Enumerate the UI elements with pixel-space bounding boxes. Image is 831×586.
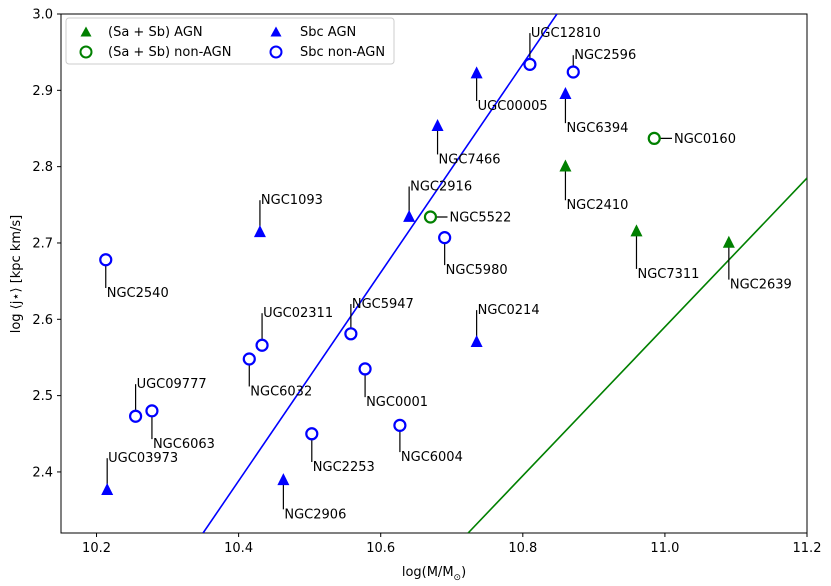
ngc0001-label: NGC0001 xyxy=(366,395,428,410)
ngc5980-label: NGC5980 xyxy=(446,263,508,278)
ngc7466-label: NGC7466 xyxy=(439,152,501,167)
ngc0160-label: NGC0160 xyxy=(674,132,736,147)
ngc2253-label: NGC2253 xyxy=(313,460,375,475)
y-tick-label: 2.8 xyxy=(32,160,53,175)
x-tick-label: 10.6 xyxy=(366,541,395,556)
ngc2906-marker xyxy=(277,473,290,486)
ngc5522-marker xyxy=(423,210,438,224)
ngc0214-marker xyxy=(470,334,483,347)
ngc0214-label: NGC0214 xyxy=(478,303,540,318)
ugc09777-marker xyxy=(129,409,143,423)
ngc2639-label: NGC2639 xyxy=(730,278,792,293)
ngc6063-label: NGC6063 xyxy=(153,437,215,452)
ngc5980-marker xyxy=(438,231,452,245)
ngc2639-marker xyxy=(722,235,735,248)
sa-sb-relation-line xyxy=(467,177,807,533)
ngc2540-label: NGC2540 xyxy=(107,286,169,301)
y-tick-label: 3.0 xyxy=(32,8,53,23)
ngc2596-label: NGC2596 xyxy=(574,48,636,63)
y-axis-label: log ⟨j⋆⟩ [kpc km/s] xyxy=(9,215,24,334)
fit-lines xyxy=(202,14,807,533)
sbc-relation-line xyxy=(202,14,558,533)
ugc09777-label: UGC09777 xyxy=(137,377,207,392)
ngc0160-marker xyxy=(647,131,661,146)
ngc7466-marker xyxy=(431,118,444,131)
ngc2410-label: NGC2410 xyxy=(566,198,628,213)
y-tick-label: 2.6 xyxy=(32,313,53,328)
ugc02311-marker xyxy=(255,338,269,352)
ngc2596-marker xyxy=(566,65,580,79)
ngc7311-marker xyxy=(630,224,643,237)
legend-box xyxy=(65,17,395,65)
x-tick-label: 10.2 xyxy=(82,541,111,556)
legend-label-sa-sb-non-agn: (Sa + Sb) non-AGN xyxy=(108,45,231,60)
y-tick-label: 2.9 xyxy=(32,84,53,99)
x-tick-label: 11.2 xyxy=(793,541,822,556)
data-points: NGC2410 NGC7311 NGC2639 NGC0160 NGC5522 UGC00… xyxy=(99,26,792,522)
legend-blue-circle-icon xyxy=(269,45,283,59)
ngc6063-marker xyxy=(145,404,159,418)
ngc2916-label: NGC2916 xyxy=(410,179,472,194)
ngc5947-marker xyxy=(344,327,358,341)
legend-blue-triangle-icon xyxy=(270,26,282,37)
ngc6004-marker xyxy=(393,418,407,432)
ngc7311-label: NGC7311 xyxy=(637,267,699,282)
y-axis: 2.4 2.5 2.6 2.7 2.8 2.9 3.0 xyxy=(32,8,61,480)
ngc2906-label: NGC2906 xyxy=(284,507,346,522)
ngc5947-label: NGC5947 xyxy=(352,297,414,312)
y-tick-label: 2.4 xyxy=(32,465,53,480)
legend-green-circle-icon xyxy=(79,45,93,59)
legend-label-sbc-agn: Sbc AGN xyxy=(300,25,356,40)
legend-label-sbc-non-agn: Sbc non-AGN xyxy=(300,45,385,60)
ugc12810-label: UGC12810 xyxy=(531,26,601,41)
ugc12810-marker xyxy=(523,57,537,71)
ngc0001-marker xyxy=(358,362,372,376)
ngc6032-label: NGC6032 xyxy=(250,384,312,399)
ngc6004-label: NGC6004 xyxy=(401,450,463,465)
ngc5522-label: NGC5522 xyxy=(449,211,511,226)
ugc02311-label: UGC02311 xyxy=(263,306,333,321)
ugc00005-label: UGC00005 xyxy=(478,99,548,114)
y-tick-label: 2.7 xyxy=(32,236,53,251)
ugc03973-marker xyxy=(101,483,114,496)
plot-frame xyxy=(60,13,808,534)
ngc2410-marker xyxy=(559,159,572,172)
ngc6032-marker xyxy=(242,352,256,366)
y-tick-label: 2.5 xyxy=(32,389,53,404)
x-tick-label: 10.8 xyxy=(508,541,537,556)
ngc2253-marker xyxy=(305,427,319,441)
legend-green-triangle-icon xyxy=(80,26,92,37)
x-tick-label: 10.4 xyxy=(224,541,253,556)
ugc03973-label: UGC03973 xyxy=(108,451,178,466)
ngc6394-label: NGC6394 xyxy=(566,121,628,136)
x-tick-label: 11.0 xyxy=(650,541,679,556)
legend: (Sa + Sb) AGN (Sa + Sb) non-AGN Sbc AGN … xyxy=(65,17,395,65)
ngc2540-marker xyxy=(99,253,113,267)
x-axis-label: log(M/M⊙) xyxy=(402,565,466,583)
ngc1093-label: NGC1093 xyxy=(261,193,323,208)
ngc6394-marker xyxy=(559,86,572,99)
ngc2916-marker xyxy=(403,209,416,222)
legend-label-sa-sb-agn: (Sa + Sb) AGN xyxy=(108,25,203,40)
x-axis: 10.2 10.4 10.6 10.8 11.0 11.2 xyxy=(82,533,821,556)
ugc00005-marker xyxy=(470,66,483,79)
ngc1093-marker xyxy=(253,225,266,238)
